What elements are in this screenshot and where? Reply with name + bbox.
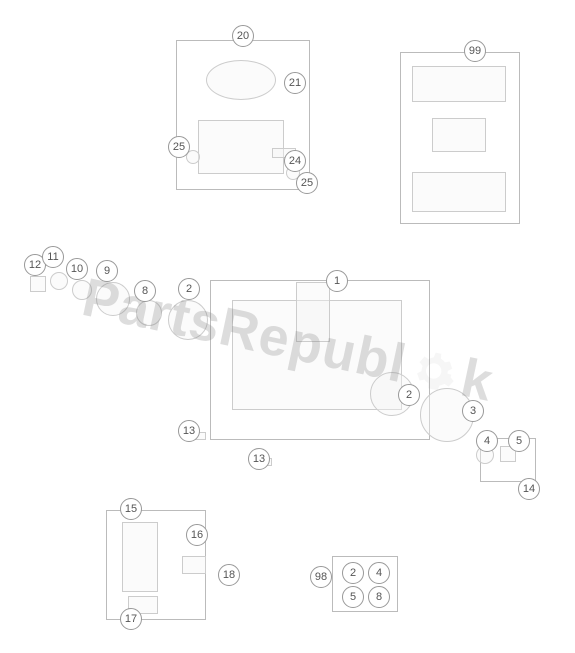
- callout-99: 99: [464, 40, 486, 62]
- callout-98: 98: [310, 566, 332, 588]
- part-bearing: [168, 300, 208, 340]
- callout-4: 4: [476, 430, 498, 452]
- callout-8: 8: [368, 586, 390, 608]
- callout-3: 3: [462, 400, 484, 422]
- part-piston-ring: [206, 60, 276, 100]
- callout-5: 5: [342, 586, 364, 608]
- part-gasket: [412, 66, 506, 102]
- callout-5: 5: [508, 430, 530, 452]
- part-gear: [96, 282, 130, 316]
- callout-13: 13: [248, 448, 270, 470]
- callout-17: 17: [120, 608, 142, 630]
- callout-9: 9: [96, 260, 118, 282]
- callout-8: 8: [134, 280, 156, 302]
- part-seal: [136, 300, 162, 326]
- part-piston: [198, 120, 284, 174]
- part-connecting-rod: [296, 282, 330, 342]
- callout-15: 15: [120, 498, 142, 520]
- callout-25: 25: [296, 172, 318, 194]
- callout-2: 2: [342, 562, 364, 584]
- callout-18: 18: [218, 564, 240, 586]
- callout-13: 13: [178, 420, 200, 442]
- part-spacer: [72, 280, 92, 300]
- callout-10: 10: [66, 258, 88, 280]
- callout-4: 4: [368, 562, 390, 584]
- exploded-diagram: PartsRepubl k 20212524259912111098212345…: [0, 0, 575, 653]
- callout-2: 2: [398, 384, 420, 406]
- callout-25: 25: [168, 136, 190, 158]
- callout-16: 16: [186, 524, 208, 546]
- callout-24: 24: [284, 150, 306, 172]
- callout-20: 20: [232, 25, 254, 47]
- callout-21: 21: [284, 72, 306, 94]
- callout-11: 11: [42, 246, 64, 268]
- part-nut: [30, 276, 46, 292]
- callout-2: 2: [178, 278, 200, 300]
- group-box-98: [332, 556, 398, 612]
- callout-14: 14: [518, 478, 540, 500]
- part-piston-kit: [432, 118, 486, 152]
- part-washer: [50, 272, 68, 290]
- part-connecting-rod: [122, 522, 158, 592]
- part-bearing-shell: [182, 556, 206, 574]
- part-gasket: [412, 172, 506, 212]
- callout-1: 1: [326, 270, 348, 292]
